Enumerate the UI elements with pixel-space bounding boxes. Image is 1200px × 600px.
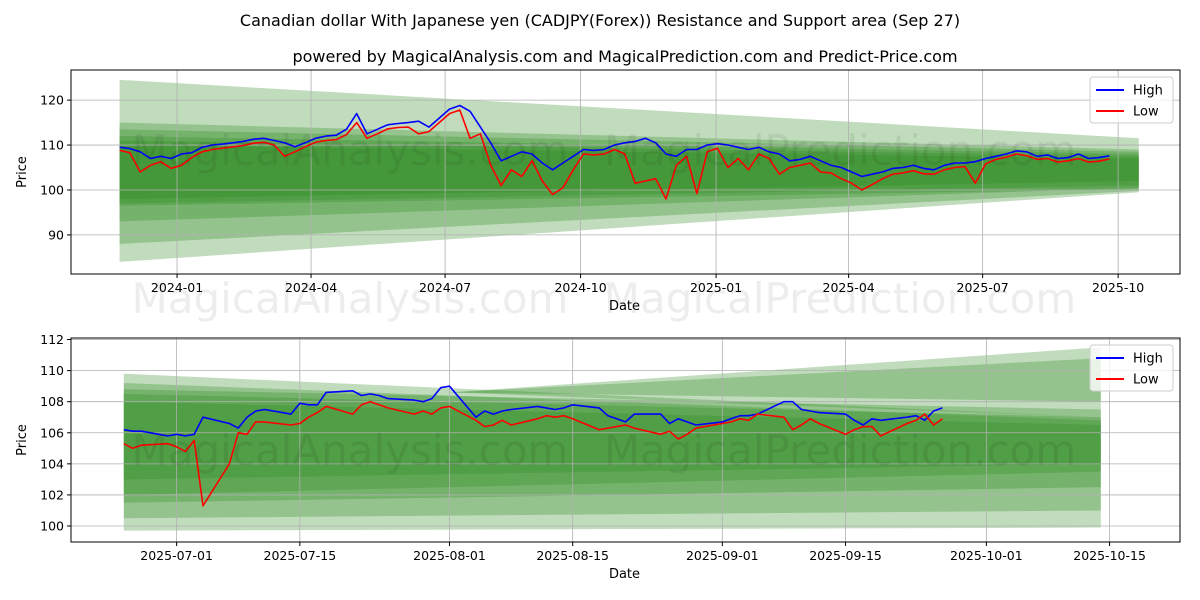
y-tick-label: 102 bbox=[40, 487, 64, 502]
y-axis-label: Price bbox=[15, 156, 30, 188]
x-tick-label: 2025-01 bbox=[690, 280, 742, 295]
resistance-support-band bbox=[119, 122, 1139, 222]
legend: High Low bbox=[1089, 76, 1174, 124]
x-tick-label: 2024-07 bbox=[419, 280, 471, 295]
legend-label: High bbox=[1133, 84, 1163, 99]
legend-label: High bbox=[1133, 352, 1163, 367]
y-tick-label: 104 bbox=[40, 456, 64, 471]
watermark: MagicalAnalysis.com bbox=[132, 126, 569, 175]
x-tick-label: 2025-08-15 bbox=[536, 548, 609, 563]
top-chart: 2024-01 2024-04 2024-07 2024-10 2025-01 2025-… bbox=[15, 69, 1181, 314]
x-tick-label: 2025-09-15 bbox=[809, 548, 882, 563]
watermarks: MagicalAnalysis.com MagicalPrediction.co… bbox=[132, 126, 1077, 475]
series-line-low bbox=[119, 109, 1110, 200]
x-tick-label: 2025-07 bbox=[957, 280, 1009, 295]
series-line-high bbox=[119, 104, 1110, 178]
resistance-support-band bbox=[123, 389, 1101, 503]
resistance-support-band bbox=[123, 383, 1101, 519]
x-tick-label: 2025-07-01 bbox=[140, 548, 213, 563]
series-line-low bbox=[123, 400, 943, 507]
x-tick-label: 2025-08-01 bbox=[413, 548, 486, 563]
resistance-support-band bbox=[449, 347, 1101, 402]
resistance-support-band bbox=[123, 373, 1101, 531]
x-tick-label: 2025-04 bbox=[823, 280, 875, 295]
x-tick-label: 2025-10-15 bbox=[1073, 548, 1146, 563]
x-axis-label: Date bbox=[609, 567, 640, 582]
y-tick-label: 106 bbox=[40, 425, 64, 440]
chart-title: Canadian dollar With Japanese yen (CADJP… bbox=[240, 11, 960, 30]
legend-label: Low bbox=[1133, 373, 1159, 388]
watermark: MagicalPrediction.com bbox=[604, 274, 1077, 323]
watermark: MagicalAnalysis.com bbox=[132, 274, 569, 323]
y-tick-label: 112 bbox=[40, 332, 64, 347]
y-tick-label: 110 bbox=[40, 363, 64, 378]
y-tick-label: 120 bbox=[40, 93, 64, 108]
legend: High Low bbox=[1089, 344, 1174, 392]
chart-subtitle: powered by MagicalAnalysis.com and Magic… bbox=[292, 47, 957, 66]
legend-label: Low bbox=[1133, 105, 1159, 120]
resistance-support-band bbox=[449, 358, 1101, 418]
watermark: MagicalPrediction.com bbox=[604, 126, 1077, 175]
series-line-high bbox=[123, 385, 943, 437]
x-tick-label: 2025-10-01 bbox=[950, 548, 1023, 563]
y-tick-label: 108 bbox=[40, 394, 64, 409]
watermark: MagicalAnalysis.com bbox=[132, 426, 569, 475]
axes-frame bbox=[70, 337, 1181, 543]
x-axis-label: Date bbox=[609, 299, 640, 314]
x-tick-label: 2024-10 bbox=[554, 280, 606, 295]
resistance-support-band bbox=[123, 393, 1101, 495]
y-axis-label: Price bbox=[15, 424, 30, 456]
x-tick-label: 2024-01 bbox=[151, 280, 203, 295]
y-tick-label: 110 bbox=[40, 138, 64, 153]
y-tick-label: 90 bbox=[48, 227, 64, 242]
x-tick-label: 2025-07-15 bbox=[264, 548, 337, 563]
x-tick-label: 2024-04 bbox=[285, 280, 337, 295]
x-tick-label: 2025-10 bbox=[1092, 280, 1144, 295]
axes-frame bbox=[70, 69, 1181, 275]
resistance-support-band bbox=[119, 145, 1139, 199]
watermark: MagicalPrediction.com bbox=[604, 426, 1077, 475]
y-tick-label: 100 bbox=[40, 518, 64, 533]
bottom-chart: 2025-07-01 2025-07-15 2025-08-01 2025-08-15… bbox=[15, 332, 1181, 582]
x-tick-label: 2025-09-01 bbox=[686, 548, 759, 563]
y-tick-label: 100 bbox=[40, 182, 64, 197]
